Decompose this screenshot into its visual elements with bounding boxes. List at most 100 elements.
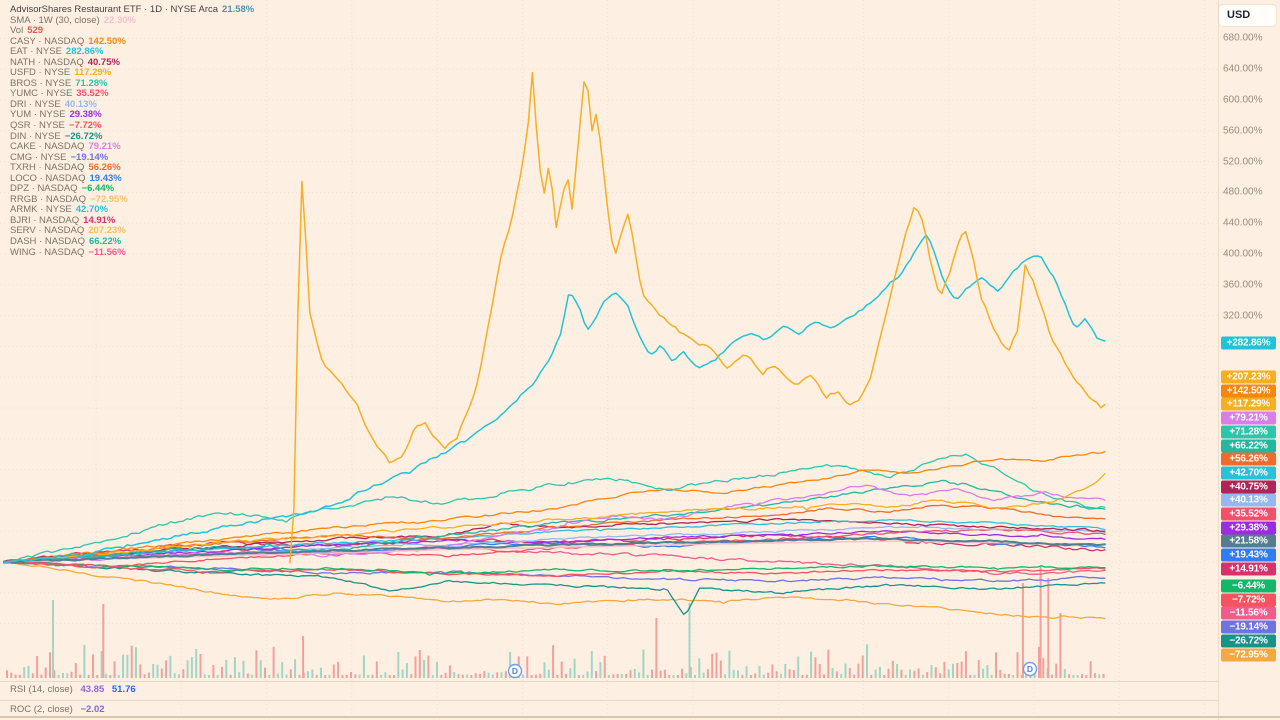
legend-row-label: SMA · 1W (30, close) [10,14,100,26]
legend-row-bjri[interactable]: BJRI · NASDAQ 14.91% [10,214,254,227]
legend-row-value: 142.50% [88,35,126,47]
price-label-badge[interactable]: −26.72% [1221,634,1276,648]
price-label-badge[interactable]: +142.50% [1221,384,1276,398]
legend-row-qsr[interactable]: QSR · NYSE −7.72% [10,120,254,132]
series-line-eatz[interactable] [3,537,1106,564]
series-line-rrgb[interactable] [3,561,1106,620]
roc-indicator-legend[interactable]: ROC (2, close) −2.02 [10,704,105,715]
price-label-badge[interactable]: +35.52% [1221,507,1276,521]
rsi-label: RSI (14, close) [10,684,73,695]
legend-row-value: 529 [27,25,44,37]
price-label-badge[interactable]: +207.23% [1221,370,1276,384]
legend-row-nath[interactable]: NATH · NASDAQ 40.75% [10,56,254,69]
rsi-indicator-legend[interactable]: RSI (14, close) 43.85 51.76 [10,684,136,695]
series-line-casy[interactable] [3,451,1106,564]
price-label-badge[interactable]: +19.43% [1221,548,1276,562]
legend-row-value: 282.86% [65,46,104,58]
price-label-badge[interactable]: +282.86% [1221,336,1276,350]
series-line-armk[interactable] [3,518,1106,563]
legend-row-armk[interactable]: ARMK · NYSE 42.70% [10,205,254,216]
price-label-badge[interactable]: −19.14% [1221,620,1276,634]
pane-resize-divider[interactable] [0,700,1218,701]
series-line-din[interactable] [3,561,1106,615]
legend-row-wing[interactable]: WING · NASDAQ −11.56% [10,246,254,259]
legend-row-eat[interactable]: EAT · NYSE 282.86% [10,46,254,58]
legend-row-casy[interactable]: CASY · NASDAQ 142.50% [10,35,254,48]
legend-row-label: DPZ · NASDAQ [10,183,78,195]
legend-row-label: BJRI · NASDAQ [10,214,80,226]
legend-row-vol[interactable]: Vol 529 [10,25,254,37]
legend-row-label: CASY · NASDAQ [10,35,85,47]
price-axis-tick: 600.00% [1223,94,1263,106]
price-label-badge[interactable]: +29.38% [1221,521,1276,535]
price-label-badge[interactable]: +66.22% [1221,439,1276,453]
rsi-value-2: 51.76 [111,684,136,695]
legend-row-rrgb[interactable]: RRGB · NASDAQ −72.95% [10,193,254,206]
legend-row-sma[interactable]: SMA · 1W (30, close) 22.30% [10,14,254,27]
series-line-usfd[interactable] [3,472,1106,564]
price-label-badge[interactable]: −11.56% [1221,606,1276,620]
legend-row-label: CMG · NYSE [10,151,67,163]
price-label-badge[interactable]: +40.75% [1221,480,1276,494]
price-label-badge[interactable]: +40.13% [1221,493,1276,507]
price-label-badge[interactable]: −7.72% [1221,593,1276,607]
legend-row-label: YUM · NYSE [10,109,66,121]
legend-row-txrh[interactable]: TXRH · NASDAQ 56.26% [10,162,254,174]
price-axis-tick: 440.00% [1223,217,1263,229]
legend-row-dpz[interactable]: DPZ · NASDAQ −6.44% [10,184,254,195]
legend-row-bros[interactable]: BROS · NYSE 71.28% [10,77,254,90]
price-label-badge[interactable]: +14.91% [1221,562,1276,576]
legend-row-serv[interactable]: SERV · NASDAQ 207.23% [10,226,254,237]
price-label-badge[interactable]: +42.70% [1221,466,1276,480]
legend-row-label: Vol [10,25,24,37]
legend-row-din[interactable]: DIN · NYSE −26.72% [10,130,254,143]
legend-row-value: −26.72% [64,130,103,142]
legend-row-yum[interactable]: YUM · NYSE 29.38% [10,110,254,121]
pane-resize-divider[interactable] [0,681,1218,682]
legend-row-label: DRI · NYSE [10,98,61,110]
price-label-badge[interactable]: +56.26% [1221,452,1276,466]
price-label-badge[interactable]: −6.44% [1221,579,1276,593]
legend-row-label: WING · NASDAQ [10,246,85,258]
price-axis[interactable]: 680.00% 640.00% 600.00% 560.00% 520.00% 480.0… [1218,0,1280,720]
legend-row-value: 35.52% [76,88,109,100]
legend-row-value: 66.22% [88,236,122,248]
legend-row-label: USFD · NYSE [10,67,71,79]
legend-row-label: NATH · NASDAQ [10,56,84,68]
legend-row-label: RRGB · NASDAQ [10,193,87,205]
legend-row-label: BROS · NYSE [10,77,72,89]
legend-row-loco[interactable]: LOCO · NASDAQ 19.43% [10,173,254,185]
dividend-marker[interactable]: D [507,663,523,679]
legend-row-label: ARMK · NYSE [10,204,72,216]
legend-row-value: 29.38% [69,109,102,121]
legend-row-usfd[interactable]: USFD · NYSE 117.29% [10,68,254,79]
legend-row-yumc[interactable]: YUMC · NYSE 35.52% [10,89,254,100]
legend-row-value: −11.56% [88,246,126,258]
series-line-qsr[interactable] [3,560,1106,578]
series-line-dpz[interactable] [3,560,1106,576]
series-line-dash[interactable] [3,479,1106,564]
legend-row-value: 117.29% [74,67,112,79]
series-line-cake[interactable] [3,484,1106,565]
series-line-eat[interactable] [3,234,1106,564]
price-label-badge[interactable]: +117.29% [1221,397,1276,411]
price-label-badge[interactable]: +21.58% [1221,534,1276,548]
main-symbol-legend-row[interactable]: AdvisorShares Restaurant ETF · 1D · NYSE… [10,4,254,16]
price-axis-tick: 680.00% [1223,32,1263,44]
legend-row-dri[interactable]: DRI · NYSE 40.13% [10,98,254,111]
roc-value: −2.02 [80,704,105,715]
price-label-badge[interactable]: +79.21% [1221,411,1276,425]
series-line-bros[interactable] [3,453,1106,564]
currency-toggle-button[interactable]: USD [1219,5,1276,26]
price-label-badge[interactable]: +71.28% [1221,425,1276,439]
price-axis-tick: 480.00% [1223,186,1263,198]
legend-row-dash[interactable]: DASH · NASDAQ 66.22% [10,236,254,248]
price-label-badge[interactable]: −72.95% [1221,648,1276,662]
rsi-value-1: 43.85 [80,684,105,695]
legend-row-cake[interactable]: CAKE · NASDAQ 79.21% [10,141,254,153]
series-line-serv[interactable] [289,71,1106,564]
legend-row-label: YUMC · NYSE [10,88,73,100]
legend-row-cmg[interactable]: CMG · NYSE −19.14% [10,151,254,164]
dividend-marker[interactable]: D [1022,661,1038,677]
